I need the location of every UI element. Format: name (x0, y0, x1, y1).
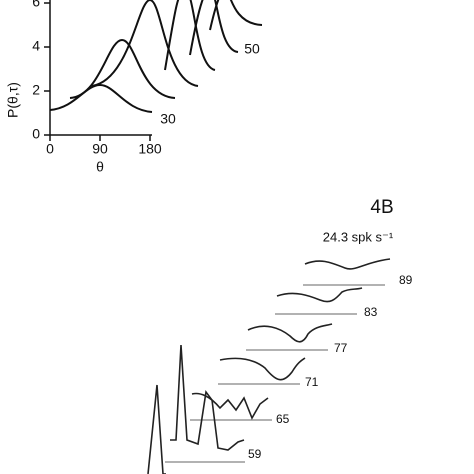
curve (189, 0, 239, 56)
trace (147, 384, 164, 474)
x-axis-label: θ (96, 159, 104, 175)
top-panel: 6 4 2 0 0 90 180 θ P(θ,τ) 30 50 (5, 0, 263, 175)
y-axis-label: P(θ,τ) (5, 82, 21, 118)
trace (247, 323, 333, 343)
trace-label: 83 (364, 305, 378, 319)
x-tick-label: 90 (92, 141, 108, 157)
curve (49, 83, 153, 113)
trace-label: 89 (399, 273, 413, 287)
x-tick-label: 0 (46, 141, 54, 157)
bottom-panel: 4B 24.3 spk s⁻¹ 89 83 77 71 65 59 (147, 197, 413, 474)
panel-title: 4B (370, 197, 393, 218)
trace (219, 357, 306, 381)
trace-label: 77 (334, 341, 348, 355)
y-tick-label: 6 (32, 0, 40, 10)
trace-label: 71 (305, 375, 319, 389)
y-tick-label: 4 (32, 38, 40, 54)
trace (191, 392, 269, 420)
panel-subtitle: 24.3 spk s⁻¹ (323, 229, 394, 244)
trace-label: 65 (276, 412, 290, 426)
trace-label: 59 (248, 447, 262, 461)
curve (69, 38, 176, 99)
y-tick-label: 2 (32, 82, 40, 98)
curve (91, 0, 199, 87)
x-tick-label: 180 (138, 141, 162, 157)
trace (170, 344, 245, 451)
trace (304, 258, 391, 270)
curve-label: 30 (160, 111, 176, 127)
curve-label: 50 (244, 41, 260, 57)
trace (276, 287, 363, 303)
ticks (44, 2, 151, 141)
curve (209, 0, 263, 31)
curve (164, 0, 216, 71)
y-tick-label: 0 (32, 126, 40, 142)
